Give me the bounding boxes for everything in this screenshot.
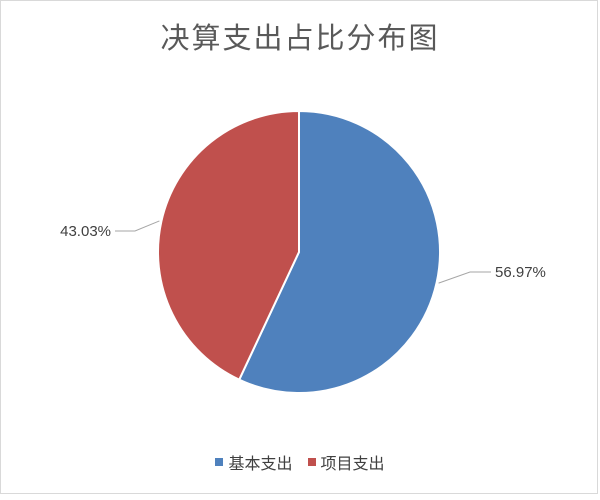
data-label-project: 43.03% (60, 223, 111, 240)
legend-label-basic: 基本支出 (228, 454, 293, 473)
chart-legend: 基本支出 项目支出 (1, 450, 599, 474)
pie-slice-basic (237, 109, 441, 394)
legend-item-basic: 基本支出 (215, 450, 292, 474)
legend-item-project: 项目支出 (307, 450, 385, 474)
pie-slice-project (157, 109, 300, 382)
leader-line-basic (438, 271, 491, 284)
legend-label-project: 项目支出 (320, 454, 385, 473)
legend-swatch-basic (215, 458, 224, 466)
data-label-basic: 56.97% (495, 264, 546, 281)
chart-title: 决算支出占比分布图 (160, 21, 440, 55)
leader-line-project (115, 220, 160, 232)
legend-swatch-project (307, 458, 316, 466)
